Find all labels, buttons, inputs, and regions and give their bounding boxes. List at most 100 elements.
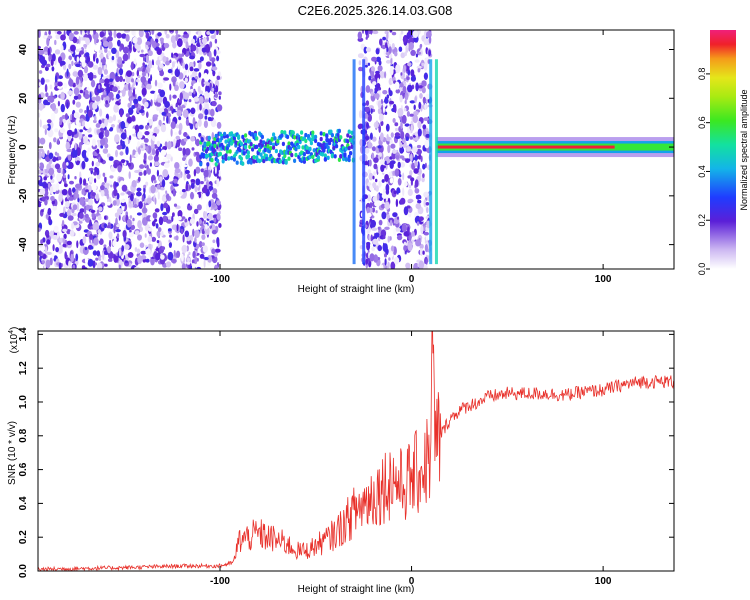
spectrogram-cell (197, 37, 200, 45)
spectrogram-cell (113, 188, 118, 197)
spectrogram-cell (224, 153, 228, 158)
spectrogram-cell (428, 36, 432, 44)
spectrogram-cell (213, 217, 217, 223)
spectrogram-cell (142, 62, 145, 67)
spectrogram-cell (145, 41, 151, 46)
spectrogram-cell (102, 251, 105, 260)
spectrogram-cell (405, 136, 409, 141)
spectrogram-cell (379, 71, 385, 79)
spectrogram-cell (108, 231, 113, 240)
spectrogram-cell (51, 200, 55, 205)
spectrogram-cell (120, 139, 123, 146)
spectrogram-frame (37, 29, 675, 270)
spectrogram-cell (384, 160, 387, 165)
spectrogram-cell (181, 189, 186, 193)
spectrogram-cell (127, 102, 131, 108)
spectrogram-cell (387, 235, 390, 243)
spectrogram-cell (57, 100, 61, 107)
spectrogram-cell (134, 230, 140, 235)
spectrogram-cell (333, 154, 337, 159)
spectrogram-cell (94, 166, 98, 173)
spectrogram-cell (127, 252, 134, 258)
spectrogram-cell (91, 212, 95, 219)
spectrogram-cell (423, 191, 429, 198)
spectrogram-cell (422, 96, 426, 104)
spectrogram-cell (201, 37, 208, 45)
spectrogram-cell (92, 64, 99, 70)
spectrogram-cell (66, 240, 72, 246)
spectrogram-cell (115, 75, 120, 83)
spectrogram-cell (194, 256, 198, 265)
spectrogram-cell (55, 182, 60, 191)
spectrogram-cell (198, 191, 202, 199)
spectrogram-cell (114, 134, 120, 143)
spectrogram-cell (155, 252, 161, 261)
spectrogram-cell (62, 228, 68, 232)
spectrogram-cell (162, 211, 168, 216)
spectrogram-cell (291, 130, 295, 135)
spectrogram-cell (272, 132, 276, 137)
spectrogram-cell (381, 44, 386, 50)
spectrogram-cell (61, 115, 66, 119)
spectrogram-cell (177, 61, 180, 70)
spectrogram-cell (158, 216, 164, 226)
spectrogram-cell (214, 93, 219, 98)
spectrogram-cell (384, 226, 390, 230)
spectrogram-cell (188, 158, 193, 167)
spectrogram-cell (161, 111, 167, 116)
spectrogram-cell (113, 30, 117, 39)
spectrogram-cell (133, 98, 139, 105)
y-tick-label: 0.0 (18, 564, 29, 578)
spectrogram-cell (294, 152, 298, 158)
spectrogram-cell (251, 147, 255, 152)
spectrogram-cell (414, 131, 419, 136)
spectrogram-cell (415, 82, 419, 92)
spectrogram-cell (109, 175, 114, 179)
spectrogram-cell (211, 100, 217, 107)
spectrogram-cell (52, 156, 57, 163)
spectrogram-cell (92, 260, 96, 269)
spectrogram-cell (150, 74, 153, 82)
snr-frame (37, 330, 675, 572)
spectrogram-cell (373, 163, 378, 170)
spectrogram-cell (213, 143, 217, 149)
spectrogram-cell (93, 44, 100, 52)
spectrogram-cell (162, 215, 168, 223)
spectrogram-cell (374, 93, 380, 99)
spectrogram-cell (97, 229, 101, 235)
spectrogram-cell (145, 32, 150, 39)
spectrogram-cell (377, 107, 382, 115)
spectrogram-cell (83, 65, 89, 74)
spectrogram-cell (116, 32, 122, 39)
spectrogram-cell (95, 95, 101, 102)
spectrogram-cell (95, 57, 99, 64)
spectrogram-cell (167, 228, 172, 232)
spectrogram-cell (75, 101, 81, 108)
spectrogram-cell (40, 239, 43, 245)
spectrogram-cell (93, 53, 96, 62)
carrier-band-core (436, 145, 615, 149)
spectrogram-cell (416, 144, 422, 149)
spectrogram-cell (145, 72, 149, 81)
spectrogram-cell (193, 169, 197, 177)
spectrogram-cell (132, 88, 136, 97)
spectrogram-cell (344, 157, 348, 162)
spectrogram-cell (422, 163, 426, 170)
spectrogram-cell (63, 206, 66, 214)
colorbar-tick-label: 0.8 (697, 68, 707, 81)
spectrogram-cell (216, 121, 222, 129)
spectrogram-cell (102, 40, 109, 48)
spectrogram-cell (44, 128, 47, 136)
spectrogram-cell (114, 182, 119, 187)
spectrogram-cell (74, 193, 80, 199)
spectrogram-cell (381, 179, 385, 183)
spectrogram-cell (262, 140, 266, 145)
spectrogram-cell (394, 132, 401, 137)
spectrogram-cell (300, 130, 304, 135)
spectrogram-cell (108, 156, 114, 161)
spectrogram-cell (68, 196, 74, 201)
spectrogram-cell (139, 164, 145, 169)
spectrogram-cell (185, 41, 189, 49)
spectrogram-cell (284, 160, 288, 165)
spectrogram-region-signal (199, 128, 355, 167)
